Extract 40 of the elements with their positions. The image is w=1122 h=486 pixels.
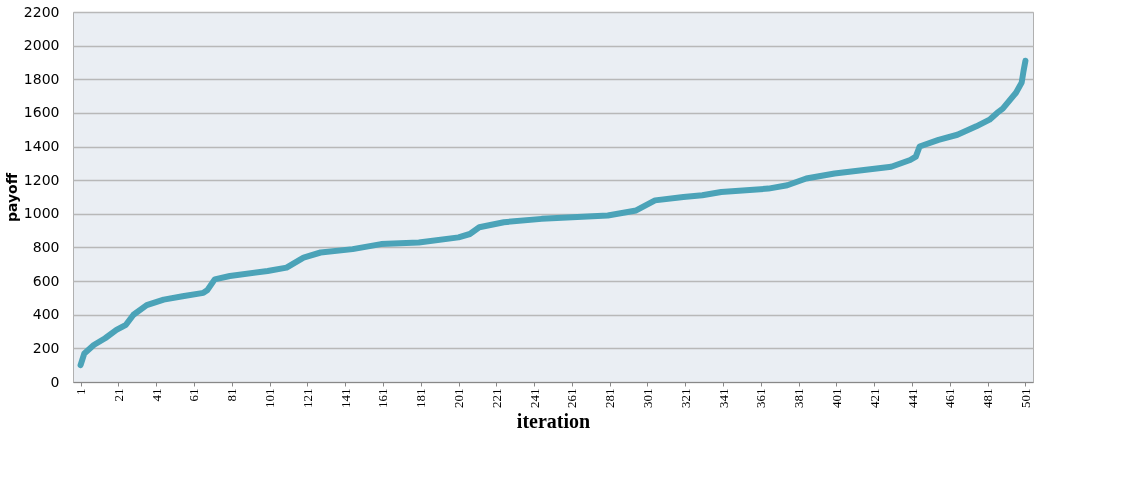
x-tick-label: 441 — [904, 388, 920, 408]
y-axis-title: payoff — [3, 172, 20, 223]
x-tick-label: 181 — [413, 388, 429, 408]
x-tick-label: 61 — [186, 388, 202, 402]
x-tick-label: 321 — [677, 388, 693, 408]
x-tick-label: 281 — [602, 388, 618, 408]
x-tick-label: 201 — [451, 388, 467, 408]
x-tick-label: 161 — [375, 388, 391, 408]
x-tick-label: 501 — [1017, 388, 1033, 408]
y-tick-label: 2200 — [23, 3, 60, 20]
x-tick-label: 221 — [488, 388, 504, 408]
y-tick-label: 600 — [32, 272, 60, 289]
y-tick-label: 0 — [50, 373, 60, 390]
x-tick-label: 141 — [337, 388, 353, 408]
x-tick-label: 481 — [980, 388, 996, 408]
x-tick-label: 1 — [73, 388, 89, 395]
x-tick-label: 261 — [564, 388, 580, 408]
x-tick-label: 341 — [715, 388, 731, 408]
y-tick-label: 2000 — [23, 37, 60, 54]
x-tick-label: 421 — [866, 388, 882, 408]
x-tick-label: 81 — [224, 388, 240, 402]
x-tick-label: 241 — [526, 388, 542, 408]
x-tick-label: 121 — [299, 388, 315, 408]
y-tick-label: 800 — [32, 238, 60, 255]
x-tick-label: 21 — [110, 388, 126, 402]
x-tick-label: 101 — [262, 388, 278, 408]
y-tick-label: 1000 — [23, 205, 60, 222]
y-tick-label: 1400 — [23, 138, 60, 155]
x-tick-label: 461 — [942, 388, 958, 408]
y-tick-label: 1600 — [23, 104, 60, 121]
y-tick-label: 1200 — [23, 171, 60, 188]
x-tick-label: 401 — [828, 388, 844, 408]
x-tick-label: 301 — [639, 388, 655, 408]
y-tick-label: 1800 — [23, 70, 60, 87]
x-tick-label: 381 — [791, 388, 807, 408]
x-tick-label: 41 — [148, 388, 164, 402]
y-tick-label: 400 — [32, 306, 60, 323]
x-tick-label: 361 — [753, 388, 769, 408]
y-tick-label: 200 — [32, 339, 60, 356]
x-axis-title: iteration — [516, 410, 591, 432]
